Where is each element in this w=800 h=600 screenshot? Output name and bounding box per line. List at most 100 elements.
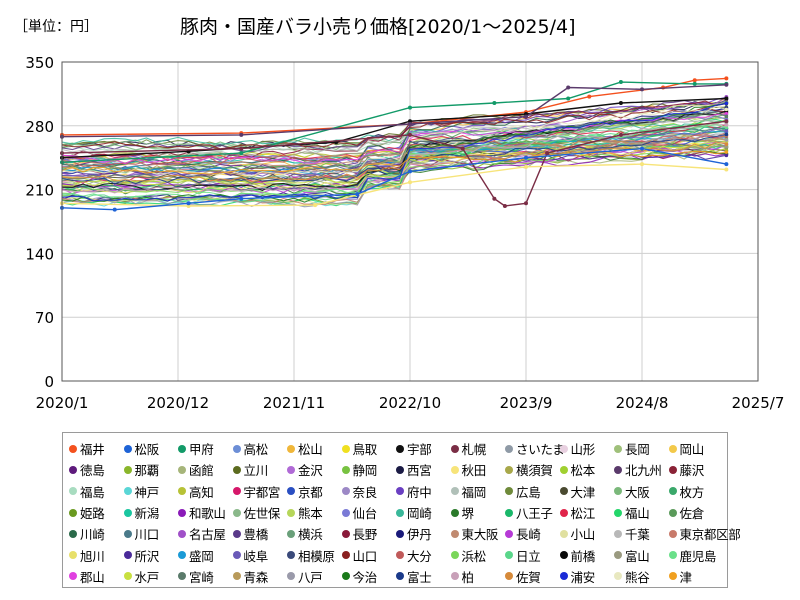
series-point <box>313 203 318 208</box>
legend-marker-icon <box>123 551 132 560</box>
legend-item: 宇部 <box>396 439 451 458</box>
legend-marker-icon <box>178 508 186 517</box>
legend-label: 鳥取 <box>352 442 378 458</box>
series-point <box>640 146 644 151</box>
legend-marker-icon <box>341 572 350 581</box>
plot-area <box>61 61 759 382</box>
series-line <box>61 113 727 165</box>
legend-label: 長岡 <box>625 442 650 458</box>
legend-marker-icon <box>69 487 77 496</box>
series-point <box>524 201 528 206</box>
legend-label: 富士 <box>407 569 432 585</box>
legend-marker-icon <box>396 529 404 538</box>
legend-marker-icon <box>450 508 459 517</box>
legend-marker-icon <box>614 572 622 581</box>
legend-item: 岡山 <box>668 439 724 458</box>
legend-marker-icon <box>341 487 350 496</box>
series-point <box>724 119 729 124</box>
legend-label: 名古屋 <box>189 527 226 543</box>
legend-label: 東大阪 <box>461 527 499 543</box>
legend-marker-icon <box>232 487 241 496</box>
legend-item: 山口 <box>341 546 397 565</box>
series-line <box>61 100 727 158</box>
legend-item: 横須賀 <box>505 460 560 479</box>
series-point <box>524 155 528 160</box>
legend-marker-icon <box>668 551 677 560</box>
legend-label: 奈良 <box>352 484 378 500</box>
legend-item: 伊丹 <box>396 524 451 543</box>
legend-item: 鹿児島 <box>668 546 724 565</box>
legend-label: 郡山 <box>80 569 105 585</box>
legend-item: 金沢 <box>287 460 342 479</box>
legend-item: 盛岡 <box>178 546 233 565</box>
legend-row: 川崎 川口 名古屋 豊橋 横浜 長野 伊丹 東大阪 長崎 小山 千葉 東京都区部 <box>69 523 741 544</box>
series-point <box>408 180 412 185</box>
legend-item: 小山 <box>559 524 615 543</box>
legend-marker-icon <box>69 529 77 538</box>
legend-label: 仙台 <box>352 506 378 522</box>
legend-marker-icon <box>178 487 186 496</box>
legend-marker-icon <box>668 444 677 453</box>
series-point <box>239 146 244 151</box>
legend-item: 郡山 <box>69 567 124 586</box>
legend-item: 浦安 <box>559 567 615 586</box>
legend-item: 旭川 <box>69 546 124 565</box>
legend-item: 岡崎 <box>396 503 451 522</box>
legend-label: 日立 <box>516 548 541 564</box>
legend-marker-icon <box>232 551 241 560</box>
legend-label: 千葉 <box>625 527 650 543</box>
legend-marker-icon <box>450 465 459 474</box>
legend-item: 熊谷 <box>614 567 669 586</box>
legend-item: 川口 <box>123 524 179 543</box>
legend-label: 川崎 <box>80 527 105 543</box>
legend-label: 高知 <box>189 484 214 500</box>
legend-item: 北九州 <box>614 460 669 479</box>
legend-row: 郡山 水戸 宮崎 青森 八戸 今治 富士 柏 佐賀 浦安 熊谷 津 <box>69 566 727 587</box>
legend-item: 福井 <box>69 439 124 458</box>
legend-item: 佐賀 <box>505 567 560 586</box>
legend-item: 長野 <box>341 524 397 543</box>
legend-marker-icon <box>614 529 622 538</box>
legend-label: 長野 <box>352 527 378 543</box>
legend-item: 前橋 <box>559 546 615 565</box>
legend-item: 柏 <box>450 567 506 586</box>
legend-marker-icon <box>69 465 77 474</box>
legend-item: 甲府 <box>178 439 233 458</box>
legend-item: 藤沢 <box>668 460 724 479</box>
legend-item: 富士 <box>396 567 451 586</box>
legend-item: 青森 <box>232 567 288 586</box>
legend-marker-icon <box>178 465 186 474</box>
legend-marker-icon <box>559 508 568 517</box>
series-point <box>524 114 528 119</box>
legend-marker-icon <box>505 487 513 496</box>
x-axis-tick-labels: 2020/1 2020/12 2021/11 2022/10 2023/9 2024/8 2… <box>36 394 785 412</box>
legend-item: 相模原 <box>287 546 342 565</box>
legend-item: 那覇 <box>123 460 179 479</box>
legend-item: 山形 <box>559 439 615 458</box>
series-point <box>355 192 360 197</box>
legend-row: 徳島 那覇 函館 立川 金沢 静岡 西宮 秋田 横須賀 松本 北九州 藤沢 <box>69 459 727 480</box>
legend-item: 大阪 <box>614 482 669 501</box>
legend-label: 神戸 <box>134 484 160 500</box>
series-point <box>492 196 497 201</box>
legend-marker-icon <box>341 529 350 538</box>
series-point <box>724 111 729 116</box>
legend-marker-icon <box>341 508 350 517</box>
legend-marker-icon <box>341 465 350 474</box>
legend-label: 静岡 <box>352 463 378 479</box>
legend-marker-icon <box>450 551 459 560</box>
legend-label: 福山 <box>625 506 650 522</box>
legend-item: 岐阜 <box>232 546 288 565</box>
legend-item: 松本 <box>559 460 615 479</box>
legend-item: 所沢 <box>123 546 179 565</box>
legend-marker-icon <box>178 444 186 453</box>
legend-marker-icon <box>614 444 622 453</box>
series-point <box>618 132 623 137</box>
series-point <box>566 85 571 90</box>
series-line <box>61 124 727 199</box>
legend-marker-icon <box>668 529 677 538</box>
legend-item: 姫路 <box>69 503 124 522</box>
legend-item: 秋田 <box>450 460 506 479</box>
series-point <box>408 119 412 124</box>
series-line-福井 <box>61 77 727 136</box>
